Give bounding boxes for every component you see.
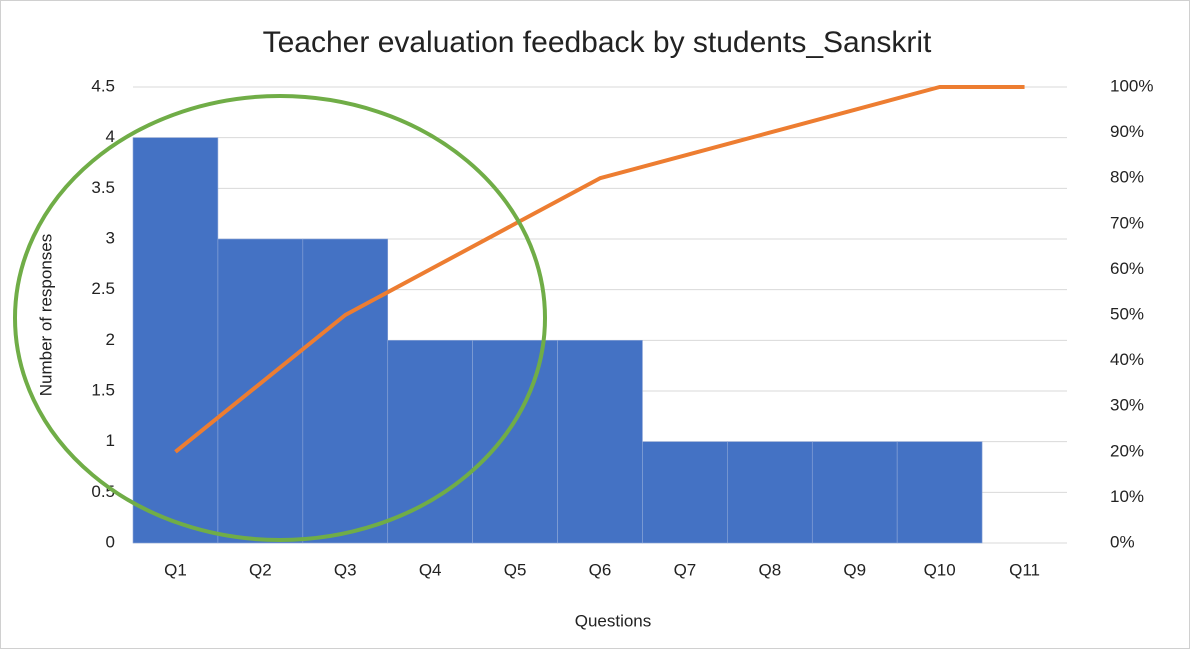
y2-tick-label: 90% xyxy=(1110,122,1144,141)
y-tick-label: 1.5 xyxy=(91,380,115,399)
y-tick-label: 4.5 xyxy=(91,76,115,95)
bar xyxy=(302,238,389,544)
y2-tick-label: 60% xyxy=(1110,259,1144,278)
y-tick-label: 3 xyxy=(106,228,115,247)
highlight-ellipse xyxy=(13,94,547,542)
x-tick-label: Q6 xyxy=(589,560,612,579)
bar xyxy=(472,340,558,544)
y2-tick-label: 10% xyxy=(1110,487,1144,506)
bar xyxy=(642,441,728,544)
bar xyxy=(811,441,898,544)
bar xyxy=(896,441,983,544)
y-tick-label: 0 xyxy=(106,532,115,551)
bar xyxy=(557,340,643,544)
chart-title: Teacher evaluation feedback by students_… xyxy=(263,26,932,59)
cumulative-line xyxy=(174,85,1025,454)
x-tick-label: Q2 xyxy=(249,560,272,579)
x-axis-label: Questions xyxy=(575,611,652,630)
bar xyxy=(727,441,813,544)
y2-tick-label: 100% xyxy=(1110,76,1153,95)
x-tick-label: Q4 xyxy=(419,560,442,579)
x-tick-label: Q1 xyxy=(164,560,187,579)
x-tick-label: Q8 xyxy=(758,560,781,579)
bars xyxy=(132,137,983,544)
y2-tick-label: 20% xyxy=(1110,441,1144,460)
y2-tick-label: 0% xyxy=(1110,532,1135,551)
x-tick-label: Q11 xyxy=(1009,560,1040,579)
y2-tick-label: 40% xyxy=(1110,350,1144,369)
y-tick-label: 2.5 xyxy=(91,279,115,298)
y2-tick-label: 80% xyxy=(1110,168,1144,187)
x-tick-label: Q3 xyxy=(334,560,357,579)
x-tick-label: Q10 xyxy=(924,560,956,579)
x-tick-label: Q5 xyxy=(504,560,527,579)
y-tick-label: 2 xyxy=(106,330,115,349)
bar xyxy=(132,137,219,544)
x-tick-label: Q7 xyxy=(674,560,697,579)
y2-tick-label: 30% xyxy=(1110,396,1144,415)
y-tick-label: 1 xyxy=(106,431,115,450)
y-axis-label: Number of responses xyxy=(36,234,55,397)
y-tick-label: 4 xyxy=(106,127,115,146)
labels: 00.511.522.533.544.50%10%20%30%40%50%60%… xyxy=(91,76,1153,579)
lines xyxy=(174,85,1025,454)
bar xyxy=(387,340,473,544)
x-tick-label: Q9 xyxy=(843,560,866,579)
y2-tick-label: 70% xyxy=(1110,213,1144,232)
y-tick-label: 3.5 xyxy=(91,178,115,197)
bar xyxy=(217,238,304,544)
y2-tick-label: 50% xyxy=(1110,304,1144,323)
